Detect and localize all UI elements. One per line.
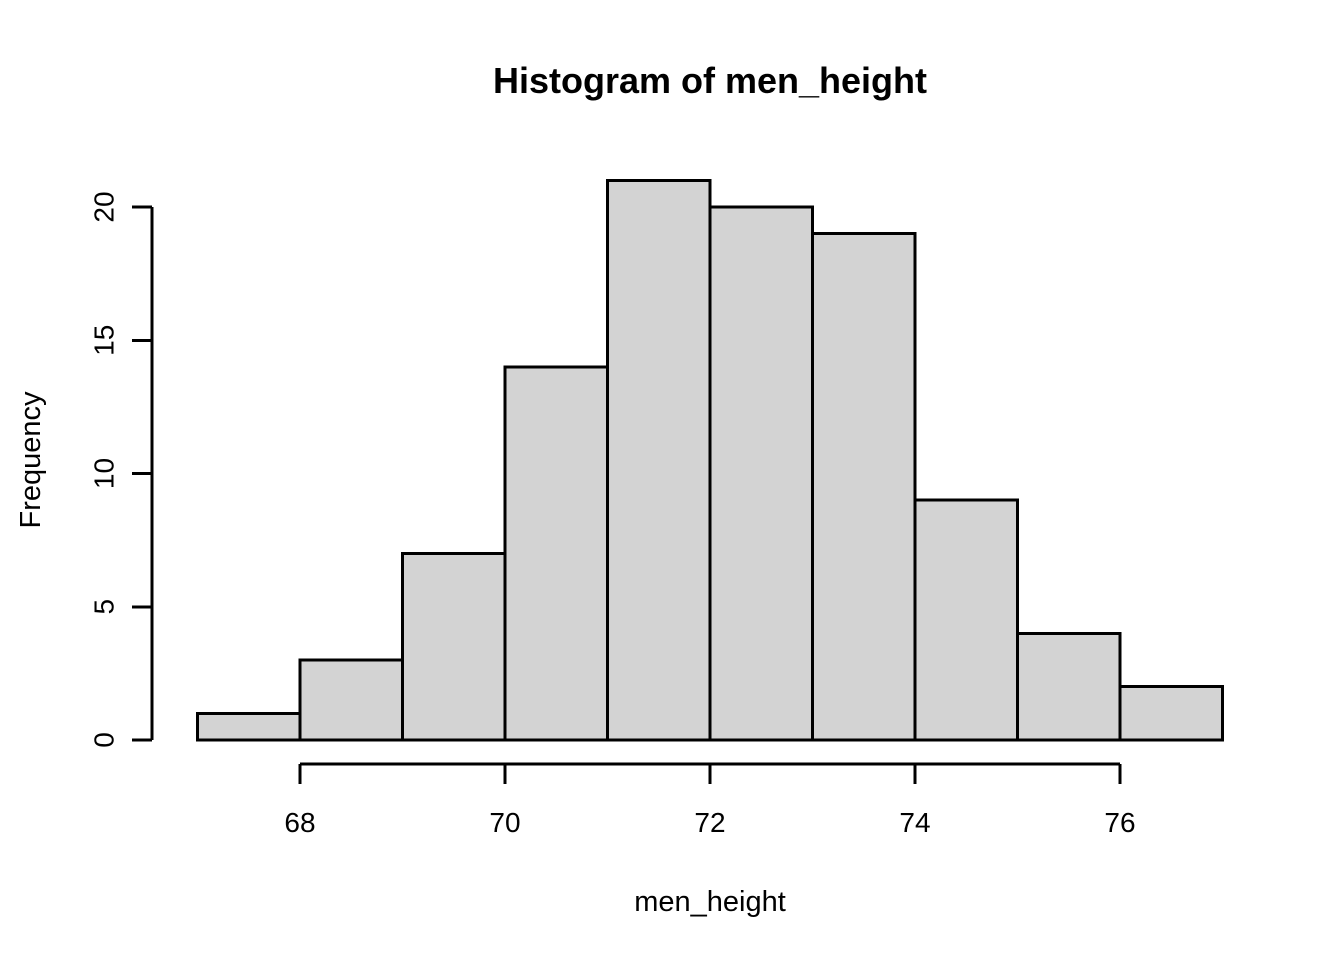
histogram-bar (298, 658, 404, 742)
histogram-bar (503, 365, 609, 742)
histogram-bar (708, 205, 814, 742)
x-axis-title: men_height (634, 886, 786, 918)
x-tick-label: 76 (1104, 807, 1135, 838)
bars-group (196, 178, 1224, 742)
x-tick-label: 74 (899, 807, 930, 838)
histogram-bar (913, 498, 1019, 742)
histogram-bar (401, 551, 507, 742)
y-tick-label: 5 (89, 599, 120, 615)
axes-group (132, 205, 1122, 784)
y-axis-title: Frequency (15, 391, 47, 529)
tick-labels-group: 0 5 10 15 20 68 70 72 74 76 (89, 191, 1136, 838)
y-tick-label: 20 (89, 191, 120, 222)
histogram-bar (811, 232, 917, 742)
histogram-bar (1118, 685, 1224, 742)
y-tick-label: 15 (89, 325, 120, 356)
y-tick-label: 10 (89, 458, 120, 489)
x-tick-label: 70 (489, 807, 520, 838)
histogram-bar (196, 711, 302, 742)
histogram-bar (606, 178, 712, 742)
chart-title: Histogram of men_height (493, 60, 927, 101)
histogram-bar (1016, 631, 1122, 742)
y-tick-label: 0 (89, 732, 120, 748)
x-tick-label: 72 (694, 807, 725, 838)
x-tick-label: 68 (284, 807, 315, 838)
